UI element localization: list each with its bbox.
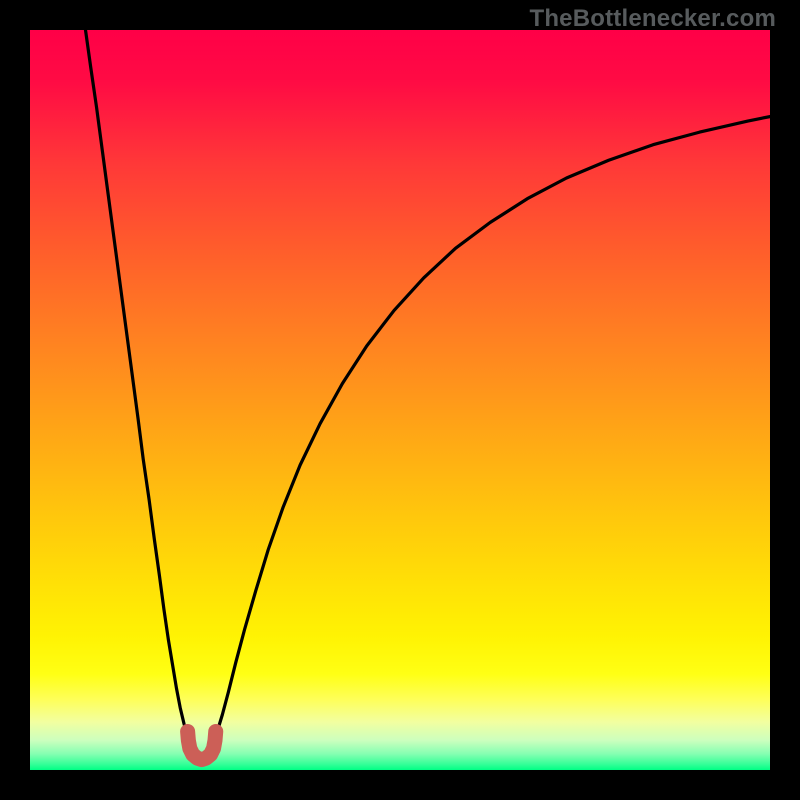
u-marker [188,732,216,760]
chart-stage: TheBottlenecker.com [0,0,800,800]
curve-left-branch [86,30,190,743]
plot-overlay-svg [30,30,770,770]
watermark-text: TheBottlenecker.com [529,5,776,33]
plot-area [30,30,770,770]
frame-right [770,0,800,800]
frame-left [0,0,30,800]
frame-bottom [0,770,800,800]
curve-right-branch [214,117,770,743]
